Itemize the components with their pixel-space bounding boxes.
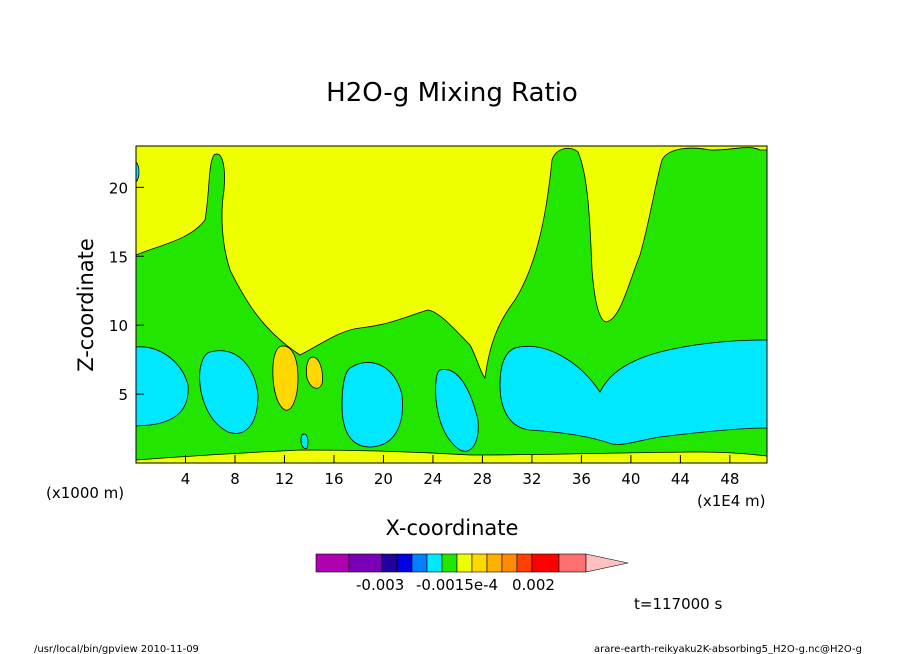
colorbar-cell	[426, 553, 443, 573]
contour-cyan-small	[300, 433, 309, 449]
x-tick-label: 16	[324, 470, 343, 488]
colorbar	[315, 553, 629, 573]
contour-orange-region-2	[305, 356, 323, 389]
contour-orange-region-1	[272, 345, 299, 411]
x-tick-label: 32	[522, 470, 541, 488]
x-tick-label: 40	[621, 470, 640, 488]
x-tick-label: 12	[275, 470, 294, 488]
y-tick-label: 10	[109, 317, 128, 335]
colorbar-cell	[441, 553, 458, 573]
colorbar-cell	[396, 553, 413, 573]
x-tick-label: 36	[572, 470, 591, 488]
colorbar-cell	[558, 553, 587, 573]
colorbar-label-2: -0.0015e-4	[416, 576, 498, 594]
chart-title: H2O-g Mixing Ratio	[326, 78, 578, 108]
y-tick-label: 20	[109, 179, 128, 197]
y-tick-label: 5	[118, 386, 128, 404]
x-scale-note: (x1000 m)	[46, 484, 124, 502]
x-tick-label: 48	[720, 470, 739, 488]
footer-left: /usr/local/bin/gpview 2010-11-09	[34, 644, 199, 654]
colorbar-cell	[471, 553, 488, 573]
contour-cyan-region-4	[435, 369, 479, 452]
x-axis-label: X-coordinate	[386, 516, 519, 540]
colorbar-cell	[348, 553, 383, 573]
colorbar-label-1: -0.003	[356, 576, 404, 594]
contour-yellow-floor	[135, 449, 768, 464]
x-tick-label: 8	[230, 470, 240, 488]
x-tick-label: 4	[181, 470, 191, 488]
contour-cyan-region-1	[135, 346, 189, 427]
y-axis-label: Z-coordinate	[74, 238, 98, 372]
x-unit-note: (x1E4 m)	[697, 492, 766, 510]
colorbar-arrow	[585, 553, 629, 573]
contour-cyan-region-3	[341, 362, 403, 448]
colorbar-cell	[315, 553, 350, 573]
contour-cyan-region-5	[499, 339, 768, 445]
plot-area	[135, 145, 768, 464]
colorbar-cell	[516, 553, 533, 573]
colorbar-cell	[456, 553, 473, 573]
colorbar-label-3: 0.002	[512, 576, 555, 594]
time-label: t=117000 s	[634, 595, 722, 613]
colorbar-cell	[381, 553, 398, 573]
y-tick-label: 15	[109, 248, 128, 266]
x-tick-label: 24	[423, 470, 442, 488]
x-tick-label: 28	[473, 470, 492, 488]
colorbar-cell	[486, 553, 503, 573]
colorbar-cell	[501, 553, 518, 573]
plot-frame	[135, 145, 768, 464]
footer-right: arare-earth-reikyaku2K-absorbing5_H2O-g.…	[594, 644, 862, 654]
colorbar-cell	[531, 553, 560, 573]
x-tick-label: 44	[671, 470, 690, 488]
contour-cyan-region-2	[199, 350, 259, 434]
colorbar-cell	[411, 553, 428, 573]
x-tick-label: 20	[374, 470, 393, 488]
